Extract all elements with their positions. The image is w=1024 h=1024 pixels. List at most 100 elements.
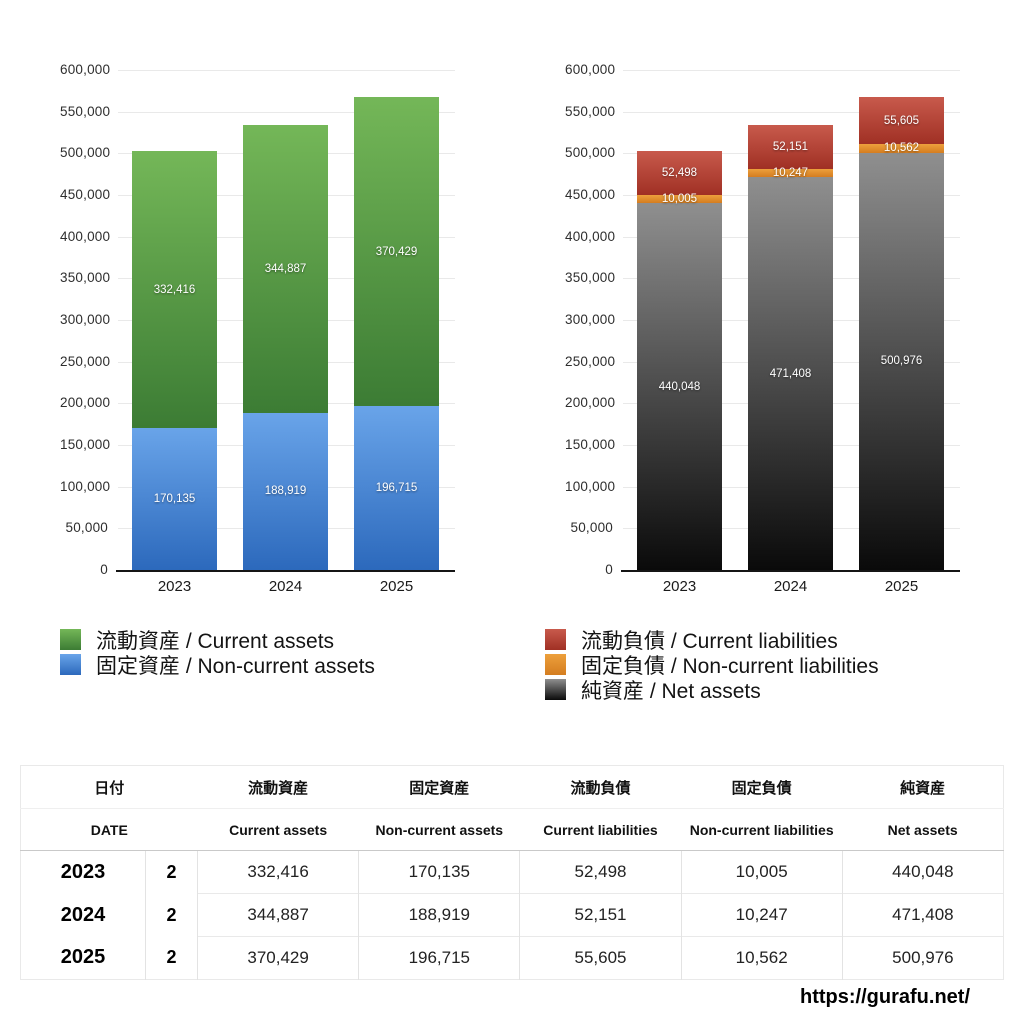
- y-axis-tick-label: 400,000: [565, 228, 616, 244]
- value-cell: 471,408: [842, 893, 1004, 937]
- bar-value-label: 440,048: [658, 380, 701, 393]
- legend-label: 固定資産 / Non-current assets: [96, 654, 375, 678]
- x-axis-line: [116, 570, 455, 572]
- y-axis-tick-label: 150,000: [60, 437, 111, 452]
- y-axis-tick-label: 250,000: [60, 353, 111, 369]
- y-axis-tick-label: 50,000: [65, 520, 108, 536]
- bar-segment: [354, 97, 439, 407]
- bar-segment: [637, 194, 722, 204]
- bar-segment: [748, 168, 833, 178]
- value-cell: 440,048: [892, 862, 954, 881]
- legend-item: 流動資産 / Current assets: [60, 627, 375, 653]
- bar-segment: [354, 406, 439, 570]
- legend-color-swatch: [60, 654, 81, 675]
- x-axis-label: 2024: [773, 578, 808, 595]
- y-axis-tick-label: 350,000: [60, 270, 111, 286]
- gridline: [118, 111, 455, 113]
- y-axis-tick-label: 100,000: [565, 478, 616, 494]
- value-cell: 10,005: [681, 850, 843, 894]
- gridline: [623, 111, 960, 113]
- value-cell: 10,247: [681, 893, 843, 937]
- site-url: https://gurafu.net/: [800, 986, 970, 1008]
- month-cell: 2: [145, 893, 199, 937]
- legend-label: 固定負債 / Non-current liabilities: [581, 654, 879, 678]
- bar-segment: [637, 151, 722, 195]
- bar-value-label: 370,429: [375, 245, 418, 258]
- bar-value-label: 344,887: [264, 262, 307, 275]
- table-header-jp-cell: 流動負債: [519, 765, 682, 809]
- y-axis-tick-label: 200,000: [565, 395, 616, 411]
- table-header-en-cell: DATE: [20, 808, 198, 851]
- y-axis-tick-label: 300,000: [60, 312, 111, 327]
- gridline: [623, 70, 960, 71]
- table-header-en-cell: Non-current liabilities: [681, 808, 843, 851]
- balance-sheet-table: 日付 流動資産 固定資産 流動負債 固定負債 純資産 DATE Current assets…: [20, 765, 1004, 980]
- table-header-jp-cell: 固定負債: [681, 765, 843, 809]
- legend-label: 流動負債 / Current liabilities: [581, 629, 838, 653]
- y-axis-tick-label: 400,000: [60, 228, 111, 244]
- legend-color-swatch: [545, 679, 566, 700]
- x-axis-label: 2025: [379, 578, 414, 595]
- y-axis-tick-label: 450,000: [565, 187, 616, 202]
- legend-item: 純資産 / Net assets: [545, 677, 879, 703]
- y-axis-tick-label: 600,000: [565, 62, 616, 77]
- y-axis-tick-label: 250,000: [565, 353, 616, 369]
- year-cell: 2023: [20, 850, 146, 894]
- value-cell: 344,887: [197, 893, 360, 937]
- table-header-jp-cell: 純資産: [842, 765, 1004, 809]
- y-axis-tick-label: 550,000: [565, 103, 616, 119]
- y-axis-tick-label: 450,000: [60, 187, 111, 202]
- table-header-en-cell: Current liabilities: [519, 808, 682, 851]
- legend-color-swatch: [545, 629, 566, 650]
- value-cell: 170,135: [358, 850, 521, 894]
- x-axis-label: 2024: [268, 578, 303, 595]
- liabilities-stacked-bar-chart: 0 50,000 100,000 150,000 200,000 250,000 300,0…: [565, 62, 965, 612]
- y-axis-tick-label: 500,000: [60, 145, 111, 161]
- liabilities-legend: 流動負債 / Current liabilities 固定負債 / Non-cur…: [545, 627, 879, 703]
- assets-stacked-bar-chart: 0 50,000 100,000 150,000 200,000 250,000 300,0…: [60, 62, 460, 612]
- bar-value-label: 10,562: [883, 142, 920, 155]
- y-axis-tick-label: 0: [605, 562, 613, 577]
- bar-value-label: 500,976: [880, 355, 923, 368]
- bar-segment: [748, 125, 833, 169]
- legend-item: 流動負債 / Current liabilities: [545, 627, 879, 653]
- legend-color-swatch: [545, 654, 566, 675]
- bar-segment: [637, 203, 722, 570]
- year-cell: 2024: [20, 893, 146, 937]
- bar-value-label: 10,247: [772, 166, 809, 179]
- y-axis-tick-label: 350,000: [565, 270, 616, 286]
- x-axis-line: [621, 570, 960, 572]
- y-axis-tick-label: 150,000: [565, 437, 616, 452]
- legend-item: 固定資産 / Non-current assets: [60, 652, 375, 678]
- value-cell: 500,976: [842, 936, 1004, 980]
- x-axis-label: 2025: [884, 578, 919, 595]
- gridline: [118, 70, 455, 71]
- legend-color-swatch: [60, 629, 81, 650]
- y-axis-tick-label: 600,000: [60, 62, 111, 77]
- table-header-en-cell: Current assets: [197, 808, 359, 851]
- value-cell: 188,919: [358, 893, 521, 937]
- x-axis-label: 2023: [157, 578, 192, 595]
- bar-segment: [859, 97, 944, 144]
- legend-label: 純資産 / Net assets: [581, 679, 761, 703]
- table-header-jp-cell: 固定資産: [358, 765, 520, 809]
- y-axis-tick-label: 500,000: [565, 145, 616, 161]
- bar-segment: [132, 428, 217, 570]
- value-cell: 10,562: [681, 936, 843, 980]
- table-row: 2025 2 370,429 196,715 55,605 10,562 500,976: [20, 936, 1004, 980]
- bar-value-label: 170,135: [153, 493, 196, 506]
- value-cell: 196,715: [358, 936, 521, 980]
- y-axis-tick-label: 200,000: [60, 395, 111, 411]
- y-axis-tick-label: 0: [100, 562, 108, 577]
- x-axis-label: 2023: [662, 578, 697, 595]
- table-row: 2023 2 332,416 170,135 52,498 10,005 440,048: [20, 850, 1004, 894]
- table-row: 2024 2 344,887 188,919 52,151 10,247 471,408: [20, 893, 1004, 937]
- y-axis-tick-label: 550,000: [60, 103, 111, 119]
- assets-legend: 流動資産 / Current assets 固定資産 / Non-current …: [60, 627, 375, 678]
- bar-segment: [859, 143, 944, 153]
- y-axis-tick-label: 50,000: [570, 520, 613, 536]
- bar-segment: [132, 151, 217, 429]
- table-header-jp-cell: 日付: [20, 765, 198, 809]
- value-cell: 52,498: [519, 850, 682, 894]
- table-header-en-cell: Non-current assets: [358, 808, 520, 851]
